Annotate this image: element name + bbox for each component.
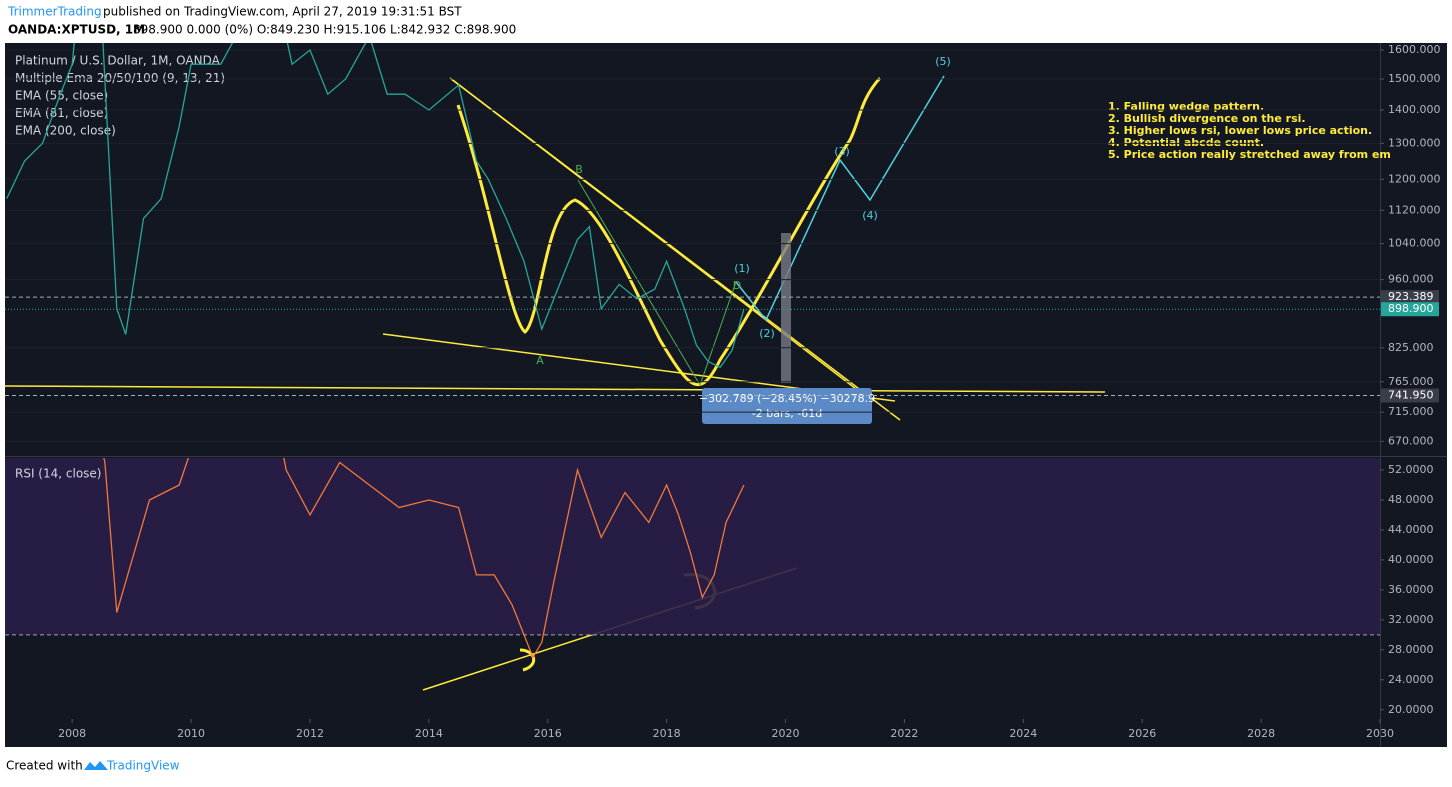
x-tick-label: 2018 (653, 727, 681, 740)
y-tick-label: 1200.000 (1388, 172, 1441, 185)
symbol: OANDA:XPTUSD, 1M (8, 23, 145, 37)
quote: 898.900 0.000 (0%) O:849.230 H:915.106 L… (133, 23, 516, 37)
y-tick-label: 24.0000 (1388, 673, 1434, 686)
plot-layer (5, 458, 1380, 659)
legend-entry: EMA (81, close) (15, 106, 108, 120)
y-tick-label: 1600.000 (1388, 43, 1441, 56)
wave-label: B (575, 163, 583, 176)
y-tick-label: 32.0000 (1388, 613, 1434, 626)
y-tick-label: 670.000 (1388, 434, 1434, 447)
footer-text: Created with (6, 759, 83, 773)
price-level-tag (1381, 302, 1439, 317)
price-level-label: 741.950 (1388, 389, 1434, 402)
y-tick-label: 40.0000 (1388, 553, 1434, 566)
x-tick-label: 2028 (1247, 727, 1275, 740)
wave-label: (3) (834, 145, 850, 158)
y-tick-label: 715.000 (1388, 405, 1434, 418)
legend-entry: RSI (14, close) (15, 467, 101, 481)
wave-label: A (536, 354, 544, 367)
x-tick-label: 2010 (177, 727, 205, 740)
y-tick-label: 1400.000 (1388, 103, 1441, 116)
series-line (103, 458, 745, 659)
plot-layer (5, 43, 1380, 442)
y-tick-label: 20.0000 (1388, 703, 1434, 716)
note: 4. Potential abcde count. (1108, 136, 1264, 149)
y-tick-label: 44.0000 (1388, 523, 1434, 536)
measure-box (702, 388, 872, 424)
y-tick-label: 36.0000 (1388, 583, 1434, 596)
x-tick-label: 2020 (772, 727, 800, 740)
wave-label: (4) (862, 209, 878, 222)
y-tick-label: 1040.000 (1388, 237, 1441, 250)
wave-label: (1) (734, 262, 750, 275)
x-tick-label: 2024 (1009, 727, 1037, 740)
y-tick-label: 1500.000 (1388, 72, 1441, 85)
x-tick-label: 2014 (415, 727, 443, 740)
logo (84, 761, 108, 770)
x-tick-label: 2022 (890, 727, 918, 740)
price-level-label: 923.389 (1388, 290, 1434, 303)
wave-label: (2) (759, 327, 775, 340)
note: 5. Price action really stretched away fr… (1108, 148, 1391, 161)
footer-brand[interactable]: TradingView (106, 759, 180, 773)
x-tick-label: 2012 (296, 727, 324, 740)
x-tick-label: 2008 (58, 727, 86, 740)
x-tick-label: 2016 (534, 727, 562, 740)
publisher: TrimmerTrading (7, 5, 102, 19)
y-tick-label: 1300.000 (1388, 136, 1441, 149)
legend-entry: EMA (55, close) (15, 89, 108, 103)
note: 2. Bullish divergence on the rsi. (1108, 112, 1306, 125)
legend-entry: Multiple Ema 20/50/100 (9, 13, 21) (15, 71, 225, 85)
y-tick-label: 960.000 (1388, 273, 1434, 286)
y-tick-label: 52.0000 (1388, 463, 1434, 476)
legend-entry: EMA (200, close) (15, 124, 116, 138)
wave-label: (5) (935, 55, 951, 68)
footer (0, 747, 1452, 783)
measure-text: −302.789 (−28.45%) −30278.9 (699, 392, 875, 405)
y-tick-label: 1120.000 (1388, 203, 1441, 216)
legend-entry: Platinum / U.S. Dollar, 1M, OANDA (15, 54, 221, 68)
x-tick-label: 2030 (1366, 727, 1394, 740)
y-tick-label: 28.0000 (1388, 643, 1434, 656)
note: 3. Higher lows rsi, lower lows price act… (1108, 124, 1372, 137)
price-level-label: 898.900 (1388, 302, 1434, 315)
price-level-tag (1381, 388, 1439, 403)
wave-label: D (733, 279, 741, 292)
rsi-band (5, 458, 1380, 635)
measure-text: -2 bars, -61d (752, 407, 822, 420)
price-level-tag (1381, 290, 1439, 305)
time-axis-bg (5, 719, 1447, 747)
x-tick-label: 2026 (1128, 727, 1156, 740)
y-tick-label: 765.000 (1388, 375, 1434, 388)
series-line (6, 43, 745, 369)
y-tick-label: 48.0000 (1388, 493, 1434, 506)
y-tick-label: 825.000 (1388, 341, 1434, 354)
published: published on TradingView.com, April 27, … (103, 5, 462, 19)
